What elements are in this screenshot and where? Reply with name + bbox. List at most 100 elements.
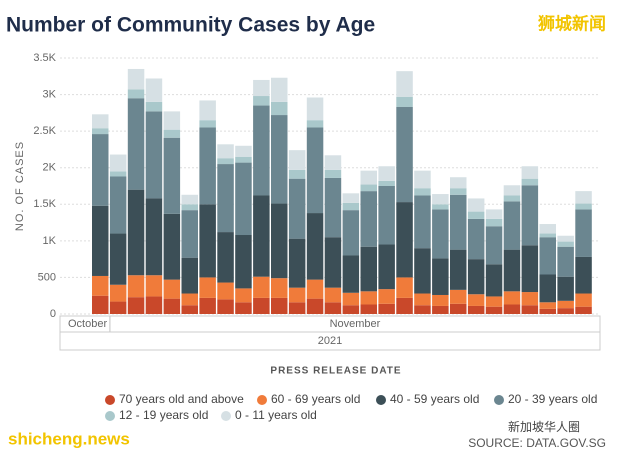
bar-segment [271, 297, 288, 314]
bar-segment [217, 282, 234, 300]
bar-segment [414, 170, 431, 189]
bar-segment [575, 191, 592, 204]
legend-swatch [494, 395, 504, 405]
bar-segment [450, 303, 467, 314]
bar-segment [467, 294, 485, 306]
bar-segment [485, 209, 503, 219]
bar-segment [575, 203, 592, 210]
bar-segment [127, 189, 145, 276]
bar-segment [127, 68, 145, 90]
legend-label: 20 - 39 years old [508, 392, 597, 406]
bar-segment [557, 276, 574, 301]
bar-segment [324, 237, 342, 288]
bar-segment [163, 111, 181, 130]
bar-segment [145, 275, 163, 297]
bar-segment [271, 101, 288, 116]
bar-segment [145, 296, 163, 314]
bar-segment [503, 195, 521, 202]
bar-segment [378, 186, 395, 245]
bar-segment [271, 115, 288, 204]
bar-segment [450, 249, 467, 290]
bar-segment [288, 178, 306, 239]
bar-segment [557, 241, 574, 247]
bar-segment [109, 176, 127, 234]
bar-segment [217, 144, 234, 159]
bar-segment [145, 111, 163, 199]
bar-segment [557, 235, 574, 242]
bar-segment [432, 305, 449, 314]
bar-segment [467, 218, 485, 260]
legend-swatch [257, 395, 267, 405]
bar-segment [414, 248, 431, 294]
bar-segment [360, 184, 377, 192]
bar-segment [92, 134, 109, 206]
bar-segment [217, 164, 234, 233]
bar-segment [360, 170, 377, 185]
bar-segment [539, 308, 556, 314]
bar-segment [288, 150, 306, 170]
bar-segment [467, 305, 485, 314]
bar-segment [253, 297, 270, 314]
bar-segment [109, 154, 127, 172]
bar-segment [271, 203, 288, 279]
bar-segment [199, 277, 216, 298]
bar-segment [521, 292, 539, 306]
bar-segment [306, 298, 324, 314]
bar-segment [109, 284, 127, 302]
bar-segment [288, 169, 306, 179]
bar-segment [253, 195, 270, 277]
bar-segment [342, 193, 360, 203]
bar-segment [324, 287, 342, 303]
bar-segment [324, 155, 342, 170]
y-axis-label: NO. OF CASES [14, 141, 26, 231]
bar-segment [92, 295, 109, 314]
bar-segment [503, 185, 521, 196]
bar-segment [163, 279, 181, 299]
bar-segment [163, 298, 181, 314]
bar-segment [396, 96, 413, 108]
chart-title: Number of Community Cases by Age [6, 14, 375, 37]
bar-segment [521, 305, 539, 314]
bar-segment [396, 277, 413, 298]
bar-segment [450, 289, 467, 304]
bar-segment [199, 127, 216, 205]
legend-label: 70 years old and above [119, 392, 244, 406]
bar-segment [217, 232, 234, 283]
bar-segment [503, 249, 521, 292]
y-tick-label: 500 [38, 271, 56, 283]
bar-segment [485, 296, 503, 307]
bar-segment [360, 304, 377, 314]
bar-segment [306, 127, 324, 214]
bar-segment [539, 224, 556, 234]
bar-segment [414, 195, 431, 249]
x-axis-label: PRESS RELEASE DATE [270, 366, 401, 377]
bar-segment [342, 292, 360, 306]
bar-segment [503, 304, 521, 314]
bar-segment [521, 178, 539, 186]
bar-segment [414, 305, 431, 314]
bar-segment [414, 293, 431, 306]
bar-segment [253, 96, 270, 106]
bar-segment [306, 213, 324, 280]
bar-segment [342, 202, 360, 211]
bar-segment [467, 259, 485, 295]
bar-segment [92, 275, 109, 296]
bar-segment [557, 308, 574, 314]
bar-segment [485, 218, 503, 227]
bar-segment [253, 276, 270, 298]
bar-segment [217, 299, 234, 314]
legend-swatch [105, 411, 115, 421]
bar-segment [485, 306, 503, 314]
y-tick-label: 2K [43, 162, 57, 174]
source: SOURCE: DATA.GOV.SG [468, 436, 606, 450]
bar-segment [181, 257, 198, 294]
bar-segment [145, 101, 163, 112]
bar-segment [485, 226, 503, 265]
watermark: shicheng.news [8, 429, 130, 448]
bar-segment [467, 211, 485, 219]
bar-segment [109, 171, 127, 177]
bar-segment [181, 293, 198, 306]
bar-segment [235, 145, 252, 157]
legend-swatch [376, 395, 386, 405]
bar-segment [324, 177, 342, 238]
